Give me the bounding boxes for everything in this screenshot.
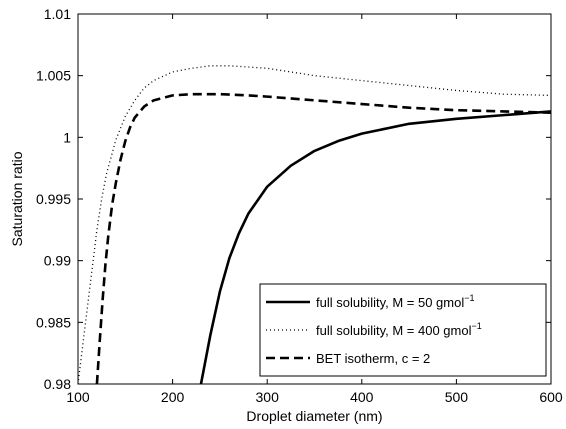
- legend-label-superscript: −1: [471, 321, 481, 331]
- y-tick-label: 0.99: [44, 253, 71, 269]
- legend-box: [259, 283, 547, 377]
- x-tick-label: 200: [161, 389, 185, 405]
- x-axis-label: Droplet diameter (nm): [246, 408, 382, 424]
- y-tick-label: 0.985: [36, 314, 71, 330]
- legend-entry-1: full solubility, M = 400 gmol−1: [316, 321, 482, 338]
- legend-label-superscript: −1: [464, 293, 474, 303]
- y-tick-label: 0.98: [44, 376, 71, 392]
- x-tick-label: 500: [445, 389, 469, 405]
- y-axis-label: Saturation ratio: [9, 151, 25, 246]
- series-line-0: [199, 110, 551, 384]
- x-tick-label: 400: [350, 389, 374, 405]
- x-tick-label: 100: [66, 389, 90, 405]
- legend-entry-2: BET isotherm, c = 2: [316, 351, 430, 366]
- legend-label: full solubility, M = 400 gmol: [316, 323, 472, 338]
- y-tick-label: 1.01: [44, 6, 71, 22]
- x-tick-label: 300: [256, 389, 280, 405]
- y-tick-label: 1.005: [36, 68, 71, 84]
- tick-labels: 100 200 300 400 500 600 0.98 0.985 0.99 0.995 1 1.0…: [36, 6, 563, 405]
- series-lines: [78, 65, 551, 384]
- legend-label: full solubility, M = 50 gmol: [316, 295, 464, 310]
- series-line-2: [95, 92, 551, 384]
- x-tick-label: 600: [539, 389, 563, 405]
- legend-label: BET isotherm, c = 2: [316, 351, 430, 366]
- y-tick-label: 0.995: [36, 191, 71, 207]
- legend-entry-0: full solubility, M = 50 gmol−1: [316, 293, 475, 310]
- y-tick-label: 1: [63, 129, 71, 145]
